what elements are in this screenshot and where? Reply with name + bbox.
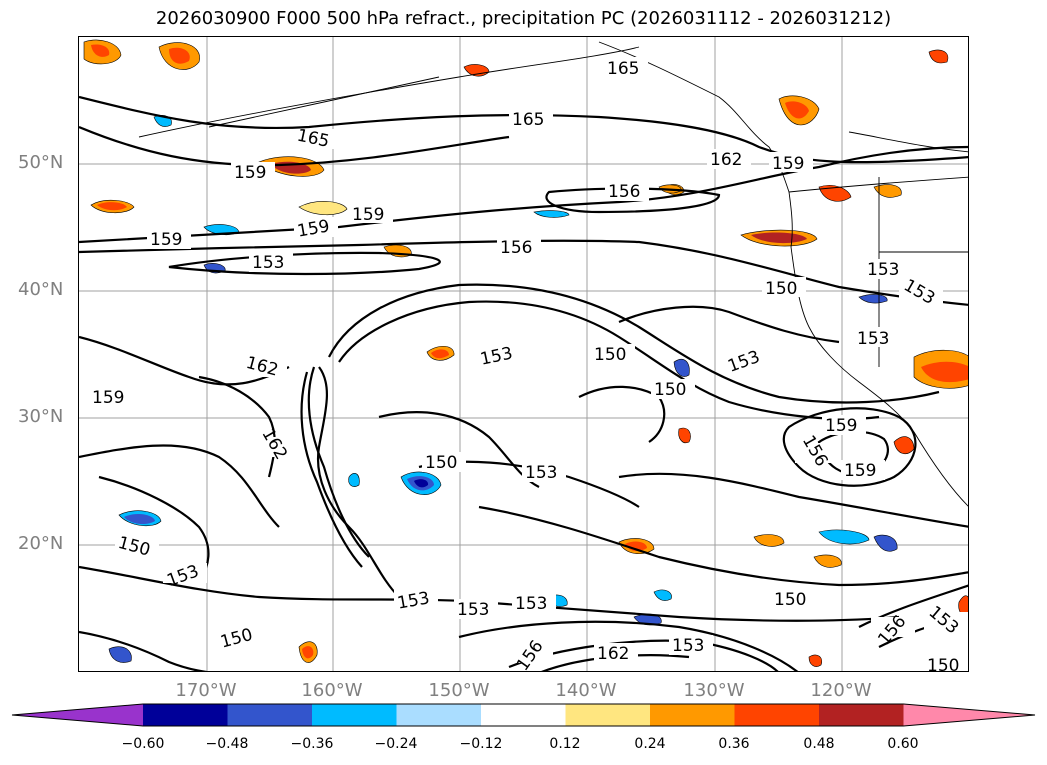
map-panel[interactable]: 165 165 165 162 159 156 159 159 159 156 … <box>78 36 969 672</box>
contour-label-2: 165 <box>512 110 544 130</box>
lat-label-50n: 50°N <box>18 152 64 173</box>
lat-label-20n: 20°N <box>18 533 64 554</box>
colorbar-tick-2: −0.48 <box>205 736 249 752</box>
contour-label-31: 162 <box>597 644 629 664</box>
contour-label-36: 159 <box>92 388 124 408</box>
contour-label-35: 150 <box>927 656 959 672</box>
colorbar-segment <box>227 704 312 726</box>
colorbar-segments <box>11 703 1036 727</box>
contour-label-11: 153 <box>252 253 284 273</box>
colorbar-tick-1: −0.60 <box>121 736 165 752</box>
contour-label-15: 150 <box>594 345 626 365</box>
contour-label-8: 159 <box>296 216 331 241</box>
map-title: 2026030900 F000 500 hPa refract., precip… <box>155 8 892 29</box>
colorbar-tick-10: 0.60 <box>887 736 919 752</box>
contour-label-1: 165 <box>607 59 639 79</box>
colorbar-tick-4: −0.24 <box>374 736 418 752</box>
colorbar-tick-3: −0.36 <box>290 736 334 752</box>
precip-positive-cells <box>83 39 968 667</box>
contour-label-23: 159 <box>825 416 857 436</box>
colorbar-segment <box>481 704 566 726</box>
graticule <box>79 37 968 671</box>
contour-label-38: 153 <box>672 636 704 656</box>
contour-label-10: 156 <box>500 238 532 258</box>
colorbar-tick-5: −0.12 <box>459 736 503 752</box>
contour-label-22: 150 <box>774 590 806 610</box>
colorbar-tick-8: 0.36 <box>718 736 750 752</box>
colorbar-extend-high <box>903 704 1035 726</box>
colorbar-segment <box>734 704 819 726</box>
contour-label-25: 159 <box>844 461 876 481</box>
contour-label-29: 153 <box>396 588 431 613</box>
colorbar-segment <box>565 704 650 726</box>
contour-label-37: 159 <box>234 163 266 183</box>
colorbar-tick-6: 0.12 <box>549 736 581 752</box>
lon-label-130w: 130°W <box>683 680 745 701</box>
contour-label-17: 150 <box>654 380 686 400</box>
contour-label-21: 150 <box>425 453 457 473</box>
colorbar-segment <box>396 704 481 726</box>
lon-label-120w: 120°W <box>810 680 872 701</box>
contour-label-14: 150 <box>765 279 797 299</box>
contour-label-27: 153 <box>857 329 889 349</box>
colorbar-segment <box>312 704 397 726</box>
refractivity-contours <box>79 95 968 671</box>
colorbar-segment <box>819 704 904 726</box>
lat-label-30n: 30°N <box>18 406 64 427</box>
lon-label-160w: 160°W <box>301 680 363 701</box>
colorbar-outline <box>11 703 1036 727</box>
contour-labels: 165 165 165 162 159 156 159 159 159 156 … <box>89 57 968 672</box>
map-canvas: 165 165 165 162 159 156 159 159 159 156 … <box>79 37 968 672</box>
lon-label-150w: 150°W <box>428 680 490 701</box>
contour-label-30: 153 <box>457 600 489 620</box>
contour-label-4: 162 <box>710 150 742 170</box>
colorbar <box>11 703 1036 727</box>
contour-label-32: 156 <box>513 637 548 672</box>
lon-label-140w: 140°W <box>555 680 617 701</box>
colorbar-tick-9: 0.48 <box>803 736 835 752</box>
colorbar-extend-low <box>12 704 143 726</box>
contour-label-40: 153 <box>515 594 547 614</box>
contour-label-20: 153 <box>525 463 557 483</box>
contour-label-6: 156 <box>608 182 640 202</box>
colorbar-segment <box>650 704 735 726</box>
contour-label-7: 159 <box>352 205 384 225</box>
contour-label-9: 159 <box>150 230 182 250</box>
contour-label-12: 153 <box>867 260 899 280</box>
lon-label-170w: 170°W <box>175 680 237 701</box>
colorbar-tick-7: 0.24 <box>634 736 666 752</box>
contour-label-41: 153 <box>925 602 963 638</box>
precip-negative-cells <box>108 115 898 663</box>
colorbar-segment <box>143 704 228 726</box>
lat-label-40n: 40°N <box>18 279 64 300</box>
contour-label-5: 159 <box>772 154 804 174</box>
